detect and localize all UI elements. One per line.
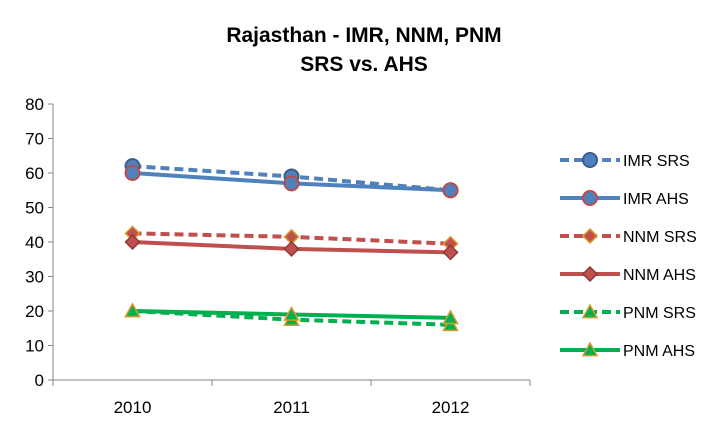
data-point-nnm-ahs (442, 244, 459, 261)
y-tick-label: 80 (25, 95, 44, 114)
y-tick-label: 60 (25, 164, 44, 183)
legend-label-nnm-ahs: NNM AHS (623, 267, 696, 284)
data-point-nnm-ahs (283, 240, 300, 257)
y-tick-label: 40 (25, 233, 44, 252)
data-point-imr-ahs (124, 165, 141, 181)
legend-marker-imr-ahs (582, 190, 598, 206)
data-point-pnm-ahs (124, 302, 141, 318)
legend-marker-pnm-srs (581, 303, 599, 319)
legend-marker-nnm-ahs (581, 265, 599, 283)
y-tick-label: 50 (25, 199, 44, 218)
legend-label-nnm-srs: NNM SRS (623, 229, 697, 246)
x-tick-label: 2010 (114, 398, 152, 417)
y-tick-label: 30 (25, 268, 44, 287)
legend: IMR SRS IMR AHS NNM SRS NNM AHS PNM SRS PNM A… (560, 152, 697, 360)
chart-title: Rajasthan - IMR, NNM, PNM (226, 24, 501, 47)
data-point-imr-ahs (442, 182, 459, 199)
plot-area: 0 10 20 30 40 50 60 70 80 2010 2011 2012 (25, 95, 531, 417)
y-tick-label: 0 (35, 371, 44, 390)
legend-marker-pnm-ahs (581, 341, 599, 357)
x-tick-label: 2012 (432, 398, 470, 417)
legend-marker-imr-srs (582, 152, 598, 168)
data-point-pnm-ahs (283, 305, 300, 321)
legend-label-pnm-ahs: PNM AHS (623, 343, 695, 360)
y-tick-label: 20 (25, 302, 44, 321)
data-point-nnm-ahs (124, 233, 141, 251)
legend-label-imr-ahs: IMR AHS (623, 191, 689, 208)
x-tick-label: 2011 (273, 398, 310, 417)
legend-label-imr-srs: IMR SRS (623, 153, 690, 170)
y-tick-label: 70 (25, 130, 44, 149)
chart-subtitle: SRS vs. AHS (300, 53, 428, 76)
legend-label-pnm-srs: PNM SRS (623, 305, 696, 322)
data-point-imr-ahs (283, 175, 300, 192)
legend-marker-nnm-srs (581, 227, 599, 245)
y-tick-label: 10 (25, 337, 44, 356)
data-point-pnm-ahs (442, 309, 459, 325)
